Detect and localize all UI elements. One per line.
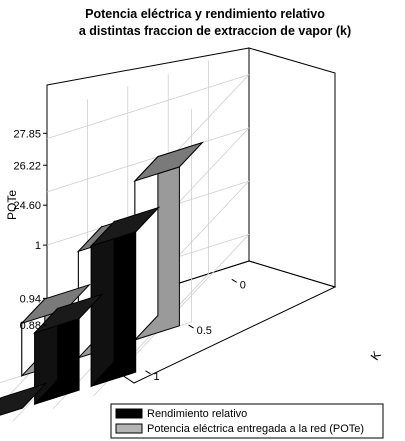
bar-rend-k1-top (0, 382, 48, 416)
legend-swatch-rendimiento (115, 408, 143, 419)
k-tick-mark (231, 278, 238, 283)
bar-rend-k0-top (89, 206, 161, 248)
bar-pote-k0 (133, 141, 205, 342)
legend-item-rendimiento: Rendimiento relativo (115, 408, 247, 420)
chart-title-line-1: Potencia eléctrica y rendimiento relativ… (85, 7, 325, 21)
gridline-horizontal-back (46, 127, 250, 193)
legend-item-pote: Potencia eléctrica entregada a la red (P… (115, 423, 364, 435)
legend-label-pote: Potencia eléctrica entregada a la red (P… (147, 423, 364, 435)
chart-title: Potencia eléctrica y rendimiento relativ… (79, 7, 351, 38)
bar-pote-k0-top (133, 141, 205, 183)
k-tick-label: 0 (240, 279, 246, 291)
gridline-horizontal-side (133, 234, 250, 357)
y-tick-label: 1 (35, 240, 41, 252)
bar-rend-k0 (89, 206, 161, 388)
k-axis-title: K (368, 348, 384, 363)
bar-rend-k0-side (90, 220, 115, 388)
legend-frame (110, 403, 384, 439)
legend: Rendimiento relativo Potencia eléctrica … (110, 403, 384, 439)
bars (0, 141, 205, 416)
bar-pote-k1-top (20, 283, 91, 325)
y-axis-title: POTe (5, 190, 19, 220)
bar-pote-k0-side (134, 155, 159, 342)
y-tick-label: 26.22 (13, 160, 41, 172)
y-tick-label: 27.85 (13, 128, 41, 140)
legend-label-rendimiento: Rendimiento relativo (147, 408, 247, 420)
legend-swatch-pote (115, 423, 143, 434)
k-tick-label: 1 (154, 371, 160, 383)
y-tick-label: 0.94 (20, 293, 41, 305)
gridline-horizontal-back (46, 74, 250, 140)
y-tick-label: 24.60 (13, 200, 41, 212)
k-tick-label: 0.5 (197, 325, 212, 337)
bar-rend-k1 (0, 382, 48, 416)
k-tick-mark (188, 324, 194, 329)
axis-ticks: 0.88 0.94 1 24.60 26.22 27.85 0 0.5 1 (13, 128, 245, 382)
back-wall-right (248, 47, 336, 288)
y-tick-label: 0.88 (20, 320, 41, 332)
bar-rend-k0_5 (33, 293, 104, 406)
chart-title-line-2: a distintas fraccion de extraccion de va… (79, 24, 351, 38)
bar-rend-k0_5-top (33, 293, 104, 334)
k-tick-mark (145, 370, 151, 375)
